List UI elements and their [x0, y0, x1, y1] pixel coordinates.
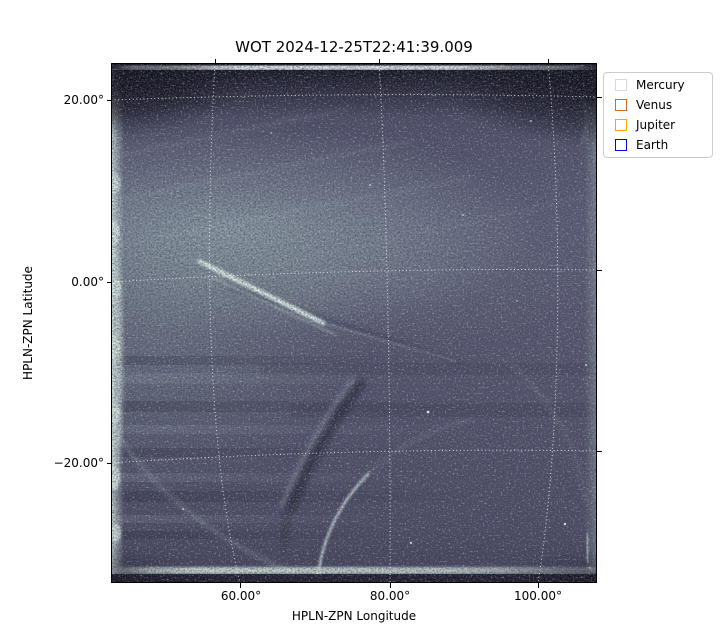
x-axis-label: HPLN-ZPN Longitude [291, 609, 417, 623]
jupiter-marker-icon [615, 119, 627, 131]
right-tick-mark [597, 97, 602, 98]
top-tick-mark [215, 58, 216, 63]
right-tick-mark [597, 451, 602, 452]
legend-label: Jupiter [636, 118, 676, 132]
x-tick-mark [240, 583, 241, 588]
y-tick-label: 0.00° [71, 275, 104, 289]
y-tick-mark [106, 282, 111, 283]
heliospheric-image [111, 63, 597, 583]
y-tick-mark [106, 463, 111, 464]
mercury-marker-icon [615, 79, 627, 91]
legend-item-earth: Earth [615, 138, 706, 152]
y-tick-label: 20.00° [63, 93, 104, 107]
figure-title: WOT 2024-12-25T22:41:39.009 [235, 38, 473, 56]
x-tick-label: 80.00° [369, 589, 411, 603]
top-tick-mark [379, 58, 380, 63]
top-tick-mark [548, 58, 549, 63]
legend-label: Venus [636, 98, 673, 112]
legend-item-jupiter: Jupiter [615, 118, 706, 132]
x-tick-mark [538, 583, 539, 588]
y-axis-label: HPLN-ZPN Latitude [21, 266, 35, 380]
y-tick-label: −20.00° [53, 456, 104, 470]
earth-marker-icon [615, 139, 627, 151]
right-tick-mark [597, 270, 602, 271]
y-tick-mark [106, 100, 111, 101]
x-tick-mark [390, 583, 391, 588]
legend-label: Mercury [636, 78, 685, 92]
venus-marker-icon [615, 99, 627, 111]
plot-area [111, 63, 597, 583]
legend-label: Earth [636, 138, 669, 152]
legend-item-venus: Venus [615, 98, 706, 112]
legend-item-mercury: Mercury [615, 78, 706, 92]
x-tick-label: 60.00° [220, 589, 262, 603]
x-tick-label: 100.00° [514, 589, 562, 603]
legend: Mercury Venus Jupiter Earth [603, 72, 713, 158]
coordinate-grid [111, 63, 597, 583]
